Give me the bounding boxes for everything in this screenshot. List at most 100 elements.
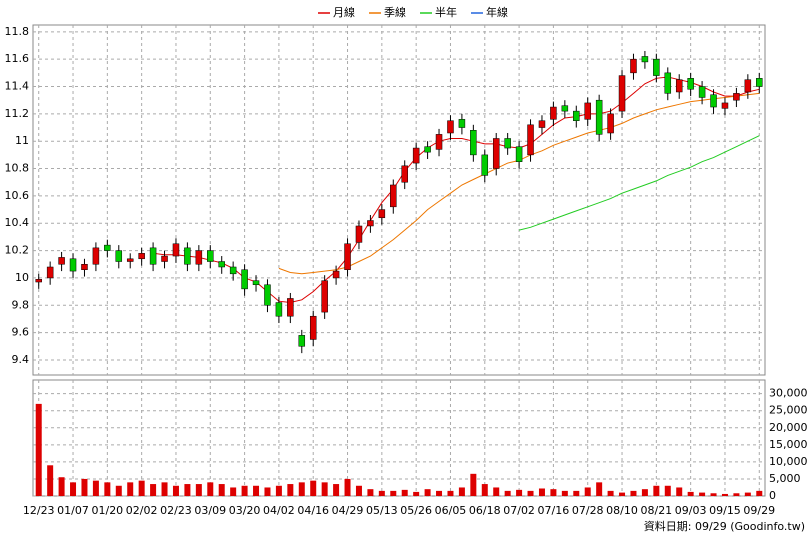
candle-body [515,146,523,162]
x-tick-label: 07/16 [538,504,570,517]
candle-body [138,253,145,260]
candle-body [756,78,763,87]
y-tick-label: 9.8 [12,298,30,311]
candle-body [687,78,694,90]
candle-body [550,106,557,120]
candle-body [573,110,580,121]
x-tick-label: 04/16 [297,504,329,517]
candle-body [344,243,351,270]
candle-body [241,269,248,290]
volume-bar [344,478,351,496]
volume-bar [378,490,385,496]
volume-bar [321,482,328,496]
ma-line [153,76,760,304]
candle-body [733,93,740,101]
candle-body [675,79,683,93]
candle-body [69,258,77,272]
candle-body [298,335,306,347]
x-tick-label: 05/13 [366,504,398,517]
candle-body [641,56,649,63]
volume-bar [458,487,465,496]
volume-bar [138,480,145,496]
candle-body [527,124,534,156]
x-tick-label: 09/15 [709,504,741,517]
x-tick-label: 01/07 [57,504,89,517]
candle-body [504,138,511,149]
volume-bar [619,492,626,496]
y-tick-label: 9.4 [12,353,30,366]
candle-body [401,165,408,183]
candle-body [149,247,157,265]
candle-body [538,120,546,128]
volume-bar [573,490,580,496]
volume-bar [584,487,591,496]
candle-body [492,138,500,169]
volume-bar [721,493,728,496]
y2-tick-label: 0 [769,489,776,502]
candle-body [664,72,672,94]
y-tick-label: 10.8 [5,162,30,175]
candle-body [172,243,180,257]
price-frame [32,24,766,376]
candle-body [458,119,466,128]
volume-bar [744,492,751,496]
x-tick-label: 02/23 [160,504,192,517]
volume-bar [733,493,740,496]
volume-bar [355,485,362,496]
volume-bar [424,489,431,496]
candle-body [435,134,443,150]
footer: 資料日期: 09/29 (Goodinfo.tw) [644,519,805,533]
volume-bar [218,484,225,496]
volume-bar [150,484,157,496]
volume-bar [550,489,557,496]
volume-bar [710,493,717,496]
y2-tick-label: 15,000 [769,438,808,451]
volume-bar [367,489,374,496]
volume-bar [264,487,271,496]
x-tick-label: 07/02 [503,504,535,517]
volume-bar [47,465,54,496]
candle-body [367,220,374,227]
x-tick-label: 12/23 [23,504,55,517]
y-tick-label: 11.6 [5,52,30,65]
volume-bar [161,482,168,496]
candle-body [275,302,283,317]
volume-bar [241,485,248,496]
candle-body [412,147,420,164]
volume-bar [481,484,488,496]
candle-body [126,258,134,262]
volume-bar [230,487,237,496]
volume-bar [35,403,42,496]
x-tick-label: 09/29 [743,504,775,517]
candle-body [710,94,717,108]
volume-bar [699,492,706,496]
y-tick-label: 11.4 [5,80,30,93]
candle-body [721,102,729,109]
x-tick-label: 07/28 [572,504,604,517]
volume-bar [493,487,500,496]
volume-bar [756,490,763,496]
volume-bar [104,482,111,496]
candle-body [252,280,260,286]
volume-bar [195,484,202,496]
x-tick-label: 04/02 [263,504,295,517]
volume-bar [436,490,443,496]
volume-bar [447,490,454,496]
candle-body [698,86,706,98]
candle-body [607,113,614,134]
volume-bar [70,482,77,496]
volume-bar [676,487,683,496]
candle-body [630,58,637,74]
x-tick-label: 06/18 [469,504,501,517]
y-tick-label: 10.2 [5,244,30,257]
y2-tick-label: 10,000 [769,455,808,468]
volume-bar [58,477,65,496]
volume-bar [516,489,523,496]
candle-body [595,99,603,135]
volume-bar [184,484,191,496]
candle-body [332,270,340,279]
y-tick-label: 11.8 [5,25,30,38]
candle-body [287,298,294,317]
x-tick-label: 02/02 [126,504,158,517]
